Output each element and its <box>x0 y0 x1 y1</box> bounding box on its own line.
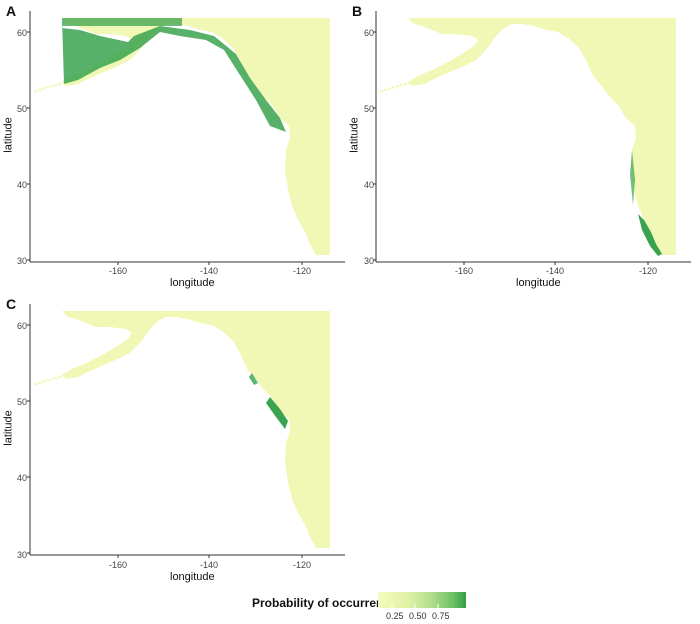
x-tick-label: -160 <box>455 266 474 276</box>
island <box>66 373 69 376</box>
y-axis-label: latitude <box>2 410 15 446</box>
island <box>416 79 419 82</box>
legend-title: Probability of occurrence <box>252 596 397 610</box>
legend-colorbar <box>378 592 466 608</box>
island <box>408 81 411 84</box>
high-occurrence-area <box>638 214 662 256</box>
panel-label: A <box>6 3 17 19</box>
inlet <box>495 33 512 47</box>
y-tick-label: 50 <box>17 104 28 114</box>
y-tick-label: 30 <box>17 550 28 560</box>
x-tick-label: -160 <box>109 266 128 276</box>
x-axis-label: longitude <box>170 277 215 289</box>
high-occurrence-area <box>266 397 288 429</box>
x-tick-label: -140 <box>546 266 565 276</box>
island <box>412 80 415 83</box>
island <box>34 90 37 92</box>
x-tick-label: -120 <box>639 266 658 276</box>
island <box>54 377 57 379</box>
island <box>34 383 37 385</box>
island <box>396 85 399 88</box>
y-tick-label: 60 <box>17 28 28 38</box>
high-occurrence-area <box>62 18 286 132</box>
high-occurrence-area <box>62 18 182 26</box>
legend-tick: 0.25 <box>386 611 404 621</box>
map-a <box>27 11 345 265</box>
panel-label: B <box>352 3 363 19</box>
y-tick-label: 50 <box>364 104 375 114</box>
high-occurrence-area <box>630 150 635 205</box>
island <box>62 81 65 84</box>
y-tick-label: 30 <box>364 256 375 266</box>
island <box>404 82 407 85</box>
island <box>42 87 45 90</box>
island <box>50 85 53 88</box>
land-area <box>62 18 330 255</box>
legend-tick: 0.75 <box>432 611 450 621</box>
x-axis-label: longitude <box>170 571 215 583</box>
island <box>50 378 53 381</box>
island <box>384 88 387 91</box>
strait <box>265 402 277 434</box>
y-tick-label: 40 <box>17 180 28 190</box>
y-tick-label: 30 <box>17 256 28 266</box>
panel-label: C <box>6 296 17 312</box>
island <box>70 372 73 375</box>
x-axis-label: longitude <box>516 277 561 289</box>
land-area <box>62 311 330 548</box>
y-tick-label: 50 <box>17 397 28 407</box>
x-tick-label: -120 <box>293 266 312 276</box>
island <box>380 90 383 92</box>
map-b <box>373 11 691 265</box>
high-occurrence-area <box>249 373 258 385</box>
x-tick-label: -140 <box>200 560 219 570</box>
island <box>46 86 49 89</box>
legend-tick: 0.50 <box>409 611 427 621</box>
island <box>58 375 61 378</box>
x-tick-label: -140 <box>200 266 219 276</box>
land-area <box>408 18 676 255</box>
y-axis-label: latitude <box>2 117 15 153</box>
map-c <box>27 304 345 558</box>
island <box>38 88 41 91</box>
y-tick-label: 40 <box>17 473 28 483</box>
x-tick-label: -160 <box>109 560 128 570</box>
island <box>400 84 403 86</box>
y-axis-label: latitude <box>348 117 361 153</box>
y-tick-label: 60 <box>17 321 28 331</box>
x-tick-label: -120 <box>293 560 312 570</box>
inlet <box>149 326 166 340</box>
island <box>38 381 41 384</box>
island <box>54 84 57 86</box>
y-tick-label: 60 <box>364 28 375 38</box>
y-tick-label: 40 <box>364 180 375 190</box>
island <box>388 87 391 90</box>
island <box>58 82 61 85</box>
inlet <box>149 33 166 47</box>
island <box>62 374 65 377</box>
island <box>392 86 395 89</box>
island <box>42 380 45 383</box>
island <box>46 379 49 382</box>
strait <box>611 109 623 141</box>
